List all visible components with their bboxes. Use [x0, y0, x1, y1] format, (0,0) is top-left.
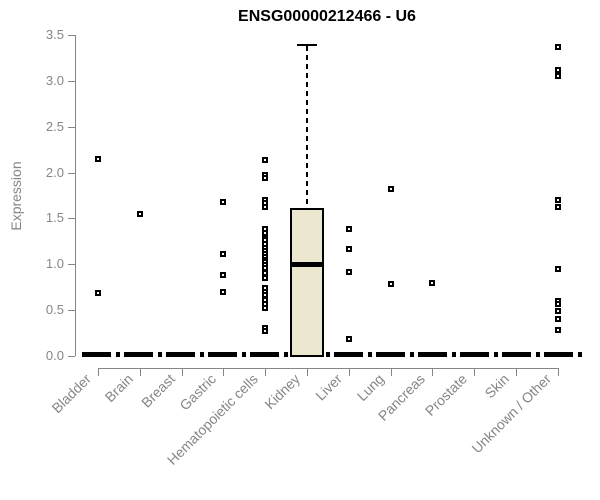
- outlier-point: [345, 225, 352, 232]
- outlier-point: [262, 203, 269, 210]
- y-tick-mark: [68, 310, 75, 312]
- outlier-point: [95, 289, 101, 296]
- y-tick-label: 3.5: [45, 27, 64, 42]
- x-axis-line: [98, 368, 558, 369]
- y-tick-label: 0.0: [45, 348, 64, 363]
- outlier-point: [554, 73, 561, 80]
- outlier-point: [262, 328, 269, 335]
- x-tick-mark: [557, 368, 559, 376]
- outlier-point: [554, 204, 561, 211]
- outlier-point: [220, 288, 227, 295]
- outlier-point: [554, 316, 561, 323]
- x-tick-mark: [265, 368, 267, 376]
- outlier-point: [220, 272, 227, 279]
- x-tick-mark: [432, 368, 434, 376]
- outlier-point: [220, 198, 227, 205]
- median-line: [292, 261, 322, 267]
- outlier-point: [554, 308, 561, 315]
- y-tick-mark: [68, 218, 75, 220]
- outlier-point: [262, 305, 269, 312]
- outlier-point: [345, 245, 352, 252]
- outlier-point: [262, 275, 269, 282]
- outlier-point: [262, 156, 269, 163]
- y-tick-mark: [68, 35, 75, 36]
- whisker-line: [306, 46, 308, 210]
- outlier-point: [554, 197, 561, 204]
- outlier-point: [429, 279, 436, 286]
- x-tick-mark: [181, 368, 183, 376]
- x-tick-mark: [98, 368, 99, 376]
- outlier-point: [220, 251, 227, 258]
- chart-title: ENSG00000212466 - U6: [238, 8, 416, 25]
- outlier-point: [136, 210, 143, 217]
- y-tick-mark: [68, 172, 75, 174]
- whisker-cap: [297, 44, 317, 47]
- outlier-point: [554, 300, 561, 307]
- outlier-point: [554, 327, 561, 334]
- outlier-point: [345, 268, 352, 275]
- box-kidney: [290, 208, 324, 357]
- zero-expression-line: [82, 352, 583, 357]
- x-tick-mark: [516, 368, 517, 376]
- outlier-point: [262, 264, 269, 271]
- y-tick-label: 2.0: [45, 164, 64, 180]
- y-tick-label: 1.0: [45, 256, 64, 272]
- outlier-point: [387, 186, 394, 193]
- outlier-point: [345, 335, 352, 342]
- outlier-point: [554, 265, 561, 272]
- x-tick-mark: [474, 368, 476, 376]
- y-tick-label: 2.5: [45, 118, 64, 134]
- y-tick-label: 0.5: [45, 302, 64, 318]
- y-tick-label: 1.5: [45, 210, 64, 226]
- y-tick-mark: [68, 264, 75, 266]
- y-tick-label: 3.0: [45, 72, 64, 88]
- x-tick-mark: [348, 368, 350, 376]
- y-tick-mark: [68, 126, 75, 128]
- y-axis-line: [75, 35, 76, 356]
- outlier-point: [554, 66, 561, 73]
- outlier-point: [387, 281, 394, 288]
- x-tick-mark: [139, 368, 141, 376]
- x-tick-mark: [223, 368, 225, 376]
- x-tick-mark: [307, 368, 308, 376]
- x-tick-mark: [390, 368, 392, 376]
- outlier-point: [262, 175, 269, 182]
- outlier-point: [554, 43, 561, 50]
- outlier-point: [95, 155, 101, 162]
- y-tick-mark: [68, 80, 75, 82]
- y-tick-mark: [68, 356, 75, 357]
